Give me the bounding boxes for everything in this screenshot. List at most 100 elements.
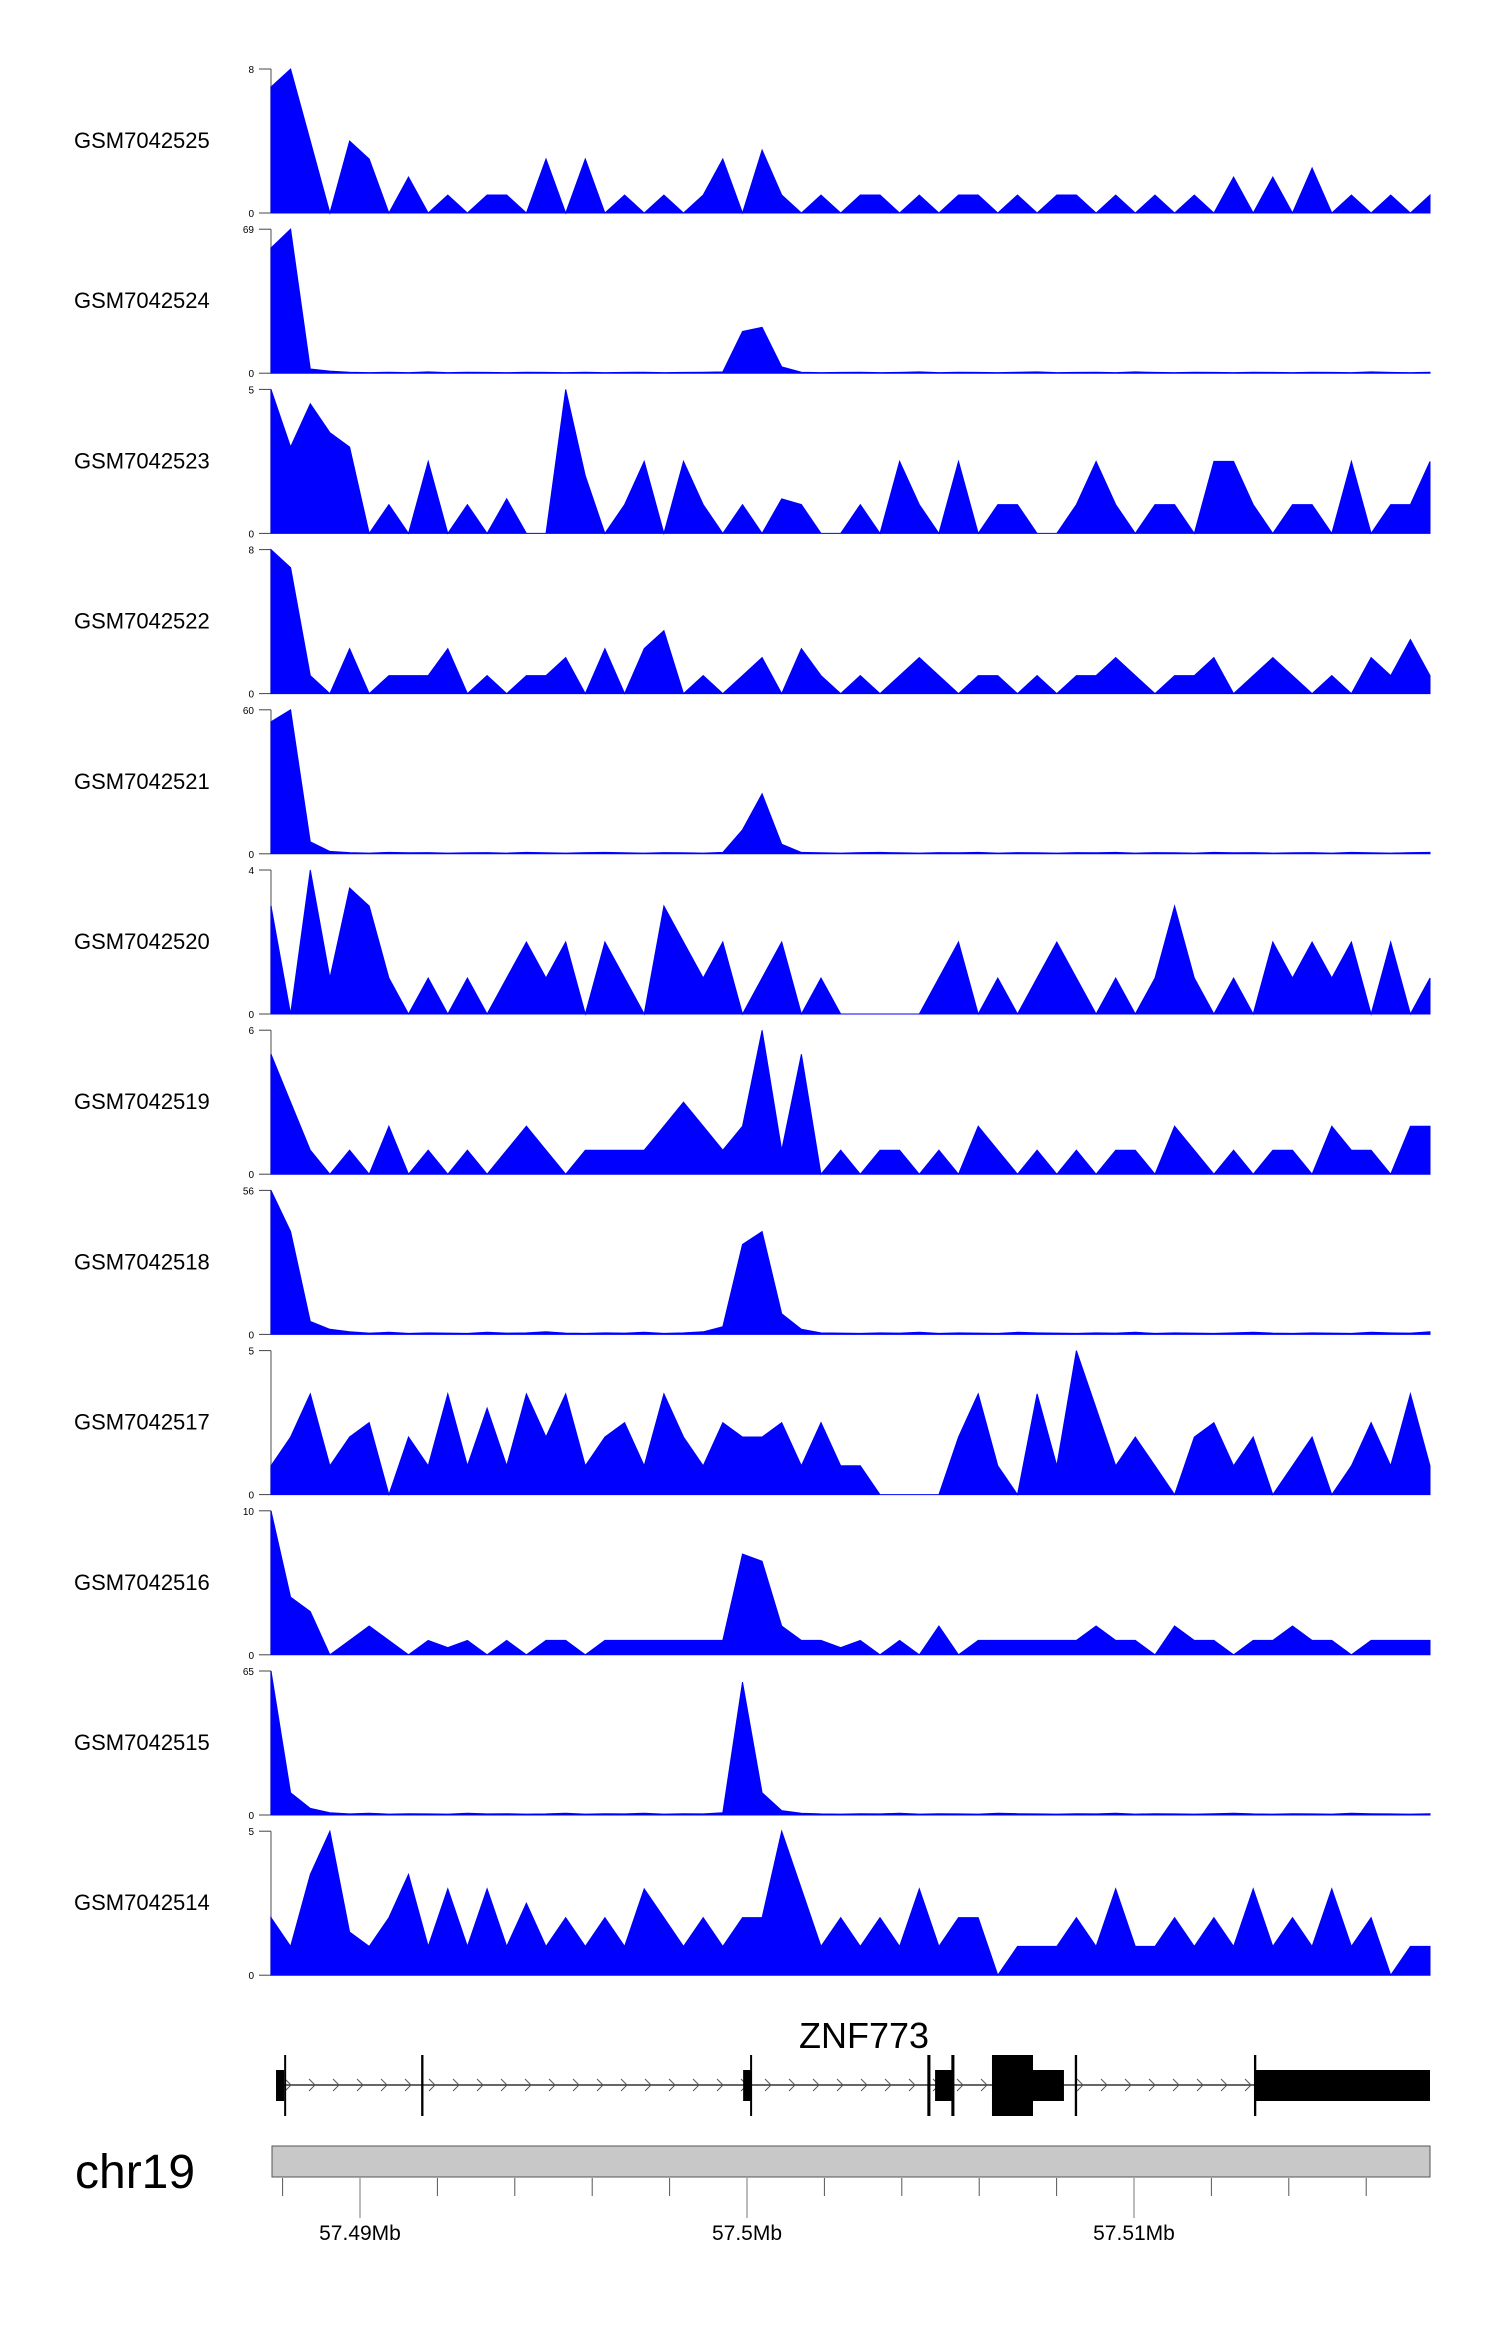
y-max-label: 5 [248, 385, 254, 396]
strand-arrow-icon [620, 2078, 628, 2092]
y-max-label: 4 [248, 866, 254, 877]
strand-arrow-icon [788, 2078, 796, 2092]
signal-area [270, 708, 1431, 855]
strand-arrow-icon [692, 2078, 700, 2092]
signal-area [270, 548, 1431, 695]
tick-label: 57.49Mb [319, 2222, 401, 2245]
track-GSM7042520: GSM7042520 4 0 [74, 866, 1431, 1021]
strand-arrow-icon [428, 2078, 436, 2092]
track-GSM7042521: GSM7042521 60 0 [74, 706, 1431, 861]
y-min-label: 0 [248, 1651, 254, 1662]
y-min-label: 0 [248, 1170, 254, 1181]
y-min-label: 0 [248, 1010, 254, 1021]
y-max-label: 65 [243, 1667, 255, 1678]
strand-arrow-icon [980, 2078, 988, 2092]
y-min-label: 0 [248, 1971, 254, 1982]
strand-arrow-icon [452, 2078, 460, 2092]
signal-area [270, 1190, 1431, 1335]
strand-arrow-icon [284, 2078, 292, 2092]
exon [276, 2070, 285, 2101]
y-min-label: 0 [248, 209, 254, 220]
strand-arrow-icon [1100, 2078, 1108, 2092]
tick-label: 57.5Mb [712, 2222, 782, 2245]
strand-arrow-icon [356, 2078, 364, 2092]
signal-area [270, 869, 1431, 1016]
exon [1255, 2070, 1430, 2101]
track-label: GSM7042518 [74, 1249, 210, 1274]
exon [991, 2055, 1033, 2116]
strand-arrow-icon [668, 2078, 676, 2092]
exon [1032, 2070, 1064, 2101]
chromosome-ideogram: chr19 [75, 2145, 1431, 2199]
tick-label: 57.51Mb [1093, 2222, 1175, 2245]
strand-arrow-icon [476, 2078, 484, 2092]
strand-arrow-icon [1244, 2078, 1252, 2092]
signal-area [270, 1670, 1431, 1816]
track-label: GSM7042524 [74, 288, 210, 313]
y-min-label: 0 [248, 529, 254, 540]
track-label: GSM7042517 [74, 1410, 210, 1435]
strand-arrow-icon [596, 2078, 604, 2092]
genomic-axis: 57.49Mb 57.5Mb 57.51Mb [282, 2178, 1367, 2245]
strand-arrow-icon [548, 2078, 556, 2092]
strand-arrow-icon [764, 2078, 772, 2092]
chromosome-bar [271, 2145, 1431, 2178]
track-GSM7042514: GSM7042514 5 0 [74, 1827, 1431, 1982]
y-max-label: 8 [248, 546, 254, 557]
strand-arrow-icon [1196, 2078, 1204, 2092]
exon [750, 2055, 753, 2116]
strand-arrow-icon [836, 2078, 844, 2092]
strand-arrow-icon [956, 2078, 964, 2092]
y-max-label: 5 [248, 1347, 254, 1358]
signal-tracks: GSM704252580GSM7042524690GSM704252350GSM… [74, 65, 1431, 1982]
y-min-label: 0 [248, 690, 254, 701]
signal-area [270, 1829, 1431, 1977]
gene-track: ZNF773 [276, 2015, 1430, 2116]
signal-area [270, 389, 1431, 536]
y-min-label: 0 [248, 1811, 254, 1822]
track-label: GSM7042525 [74, 128, 210, 153]
strand-arrow-icon [1148, 2078, 1156, 2092]
strand-arrow-icon [884, 2078, 892, 2092]
track-GSM7042517: GSM7042517 5 0 [74, 1347, 1431, 1502]
strand-arrow-icon [332, 2078, 340, 2092]
track-label: GSM7042516 [74, 1570, 210, 1595]
y-max-label: 10 [243, 1507, 255, 1518]
strand-arrow-icon [1220, 2078, 1228, 2092]
track-label: GSM7042521 [74, 769, 210, 794]
signal-area [270, 228, 1431, 374]
signal-area [270, 1030, 1431, 1176]
gene-name-label: ZNF773 [799, 2015, 929, 2056]
strand-arrow-icon [716, 2078, 724, 2092]
track-GSM7042524: GSM7042524 69 0 [74, 225, 1431, 380]
y-max-label: 8 [248, 65, 254, 76]
exon [935, 2070, 953, 2101]
signal-area [270, 1510, 1431, 1656]
track-GSM7042523: GSM7042523 5 0 [74, 385, 1431, 540]
track-GSM7042518: GSM7042518 56 0 [74, 1186, 1431, 1341]
y-max-label: 60 [243, 706, 255, 717]
track-GSM7042516: GSM7042516 10 0 [74, 1507, 1431, 1662]
track-label: GSM7042519 [74, 1089, 210, 1114]
exon [927, 2055, 931, 2116]
strand-arrow-icon [860, 2078, 868, 2092]
y-max-label: 6 [248, 1026, 254, 1037]
exon [421, 2055, 424, 2116]
strand-arrow-icon [812, 2078, 820, 2092]
exon [743, 2070, 751, 2101]
strand-arrow-icon [1124, 2078, 1132, 2092]
exon [1074, 2055, 1078, 2116]
y-min-label: 0 [248, 1491, 254, 1502]
exon [284, 2055, 287, 2116]
signal-area [270, 1350, 1431, 1497]
y-max-label: 69 [243, 225, 255, 236]
strand-arrow-icon [500, 2078, 508, 2092]
track-label: GSM7042523 [74, 448, 210, 473]
track-label: GSM7042522 [74, 609, 210, 634]
strand-arrow-icon [644, 2078, 652, 2092]
track-GSM7042515: GSM7042515 65 0 [74, 1667, 1431, 1822]
strand-arrow-icon [524, 2078, 532, 2092]
strand-arrow-icon [1076, 2078, 1084, 2092]
y-max-label: 56 [243, 1186, 255, 1197]
